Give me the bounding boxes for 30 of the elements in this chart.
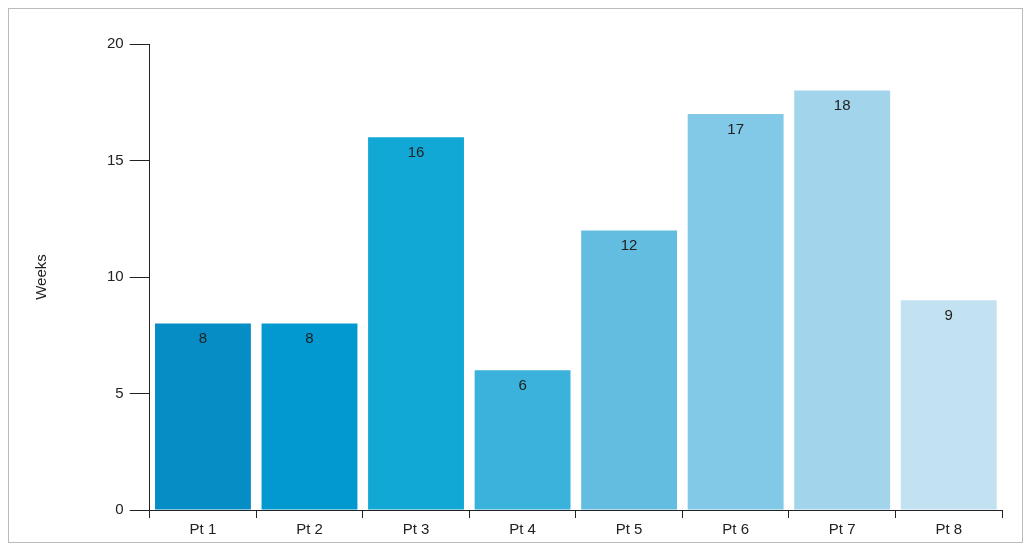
bar bbox=[687, 113, 784, 510]
x-tick-label: Pt 2 bbox=[296, 520, 323, 538]
bar bbox=[474, 370, 571, 510]
bar bbox=[794, 90, 891, 510]
y-tick-label: 0 bbox=[115, 500, 124, 518]
x-tick-label: Pt 4 bbox=[509, 520, 536, 538]
data-label: 9 bbox=[944, 305, 953, 323]
bar bbox=[900, 300, 997, 510]
y-tick-label: 15 bbox=[107, 150, 124, 168]
x-tick-label: Pt 6 bbox=[722, 520, 749, 538]
y-axis-title: Weeks bbox=[32, 254, 50, 300]
data-label: 12 bbox=[620, 236, 638, 254]
x-tick-label: Pt 8 bbox=[935, 520, 963, 538]
x-tick-label: Pt 7 bbox=[828, 520, 856, 538]
bar bbox=[155, 323, 251, 510]
x-tick-label: Pt 5 bbox=[615, 520, 643, 538]
data-label: 18 bbox=[833, 96, 851, 114]
bar bbox=[581, 230, 678, 510]
data-label: 8 bbox=[305, 329, 314, 347]
bar bbox=[261, 323, 358, 510]
bar bbox=[368, 137, 464, 510]
y-tick-label: 10 bbox=[107, 267, 124, 285]
data-label: 16 bbox=[407, 142, 425, 160]
x-tick-label: Pt 1 bbox=[189, 520, 217, 538]
data-label: 8 bbox=[198, 329, 208, 347]
y-tick-label: 20 bbox=[107, 34, 124, 52]
y-tick-label: 5 bbox=[115, 383, 124, 401]
x-tick-label: Pt 3 bbox=[402, 520, 430, 538]
data-label: 17 bbox=[727, 119, 744, 137]
data-label: 6 bbox=[518, 375, 527, 393]
